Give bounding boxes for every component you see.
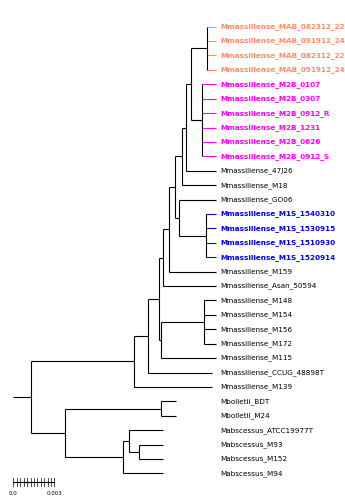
Text: Mmassiliense_M1S_1510930: Mmassiliense_M1S_1510930 xyxy=(220,240,336,246)
Text: Mmassiliense_M2B_1231: Mmassiliense_M2B_1231 xyxy=(220,124,321,131)
Text: Mmassiliense_M139: Mmassiliense_M139 xyxy=(220,384,293,390)
Text: Mmassiliense_Asan_50594: Mmassiliense_Asan_50594 xyxy=(220,282,317,290)
Text: Mmassiliense_M18: Mmassiliense_M18 xyxy=(220,182,288,188)
Text: 0.0: 0.0 xyxy=(9,491,18,496)
Text: Mmassiliense_M115: Mmassiliense_M115 xyxy=(220,354,293,362)
Text: Mmassiliense_M154: Mmassiliense_M154 xyxy=(220,312,293,318)
Text: Mmassiliense_M1S_1520914: Mmassiliense_M1S_1520914 xyxy=(220,254,336,260)
Text: Mmassiliense_MAB_082312_2272: Mmassiliense_MAB_082312_2272 xyxy=(220,52,345,59)
Text: Mmassiliense_MAB_082312_2258: Mmassiliense_MAB_082312_2258 xyxy=(220,23,345,30)
Text: Mmassiliense_CCUG_48898T: Mmassiliense_CCUG_48898T xyxy=(220,369,325,376)
Text: Mmassiliense_M1S_1530915: Mmassiliense_M1S_1530915 xyxy=(220,225,336,232)
Text: Mmassiliense_47J26: Mmassiliense_47J26 xyxy=(220,168,293,174)
Text: Mmassiliense_M1S_1540310: Mmassiliense_M1S_1540310 xyxy=(220,210,336,218)
Text: Mmassiliense_M2B_0626: Mmassiliense_M2B_0626 xyxy=(220,138,321,145)
Text: Mmassiliense_M2B_0107: Mmassiliense_M2B_0107 xyxy=(220,81,321,87)
Text: Mbolletii_M24: Mbolletii_M24 xyxy=(220,412,270,419)
Text: Mabscessus_M93: Mabscessus_M93 xyxy=(220,441,283,448)
Text: Mmassiliense_M156: Mmassiliense_M156 xyxy=(220,326,293,332)
Text: Mmassiliense_MAB_091912_2455: Mmassiliense_MAB_091912_2455 xyxy=(220,38,345,44)
Text: Mabscessus_ATCC19977T: Mabscessus_ATCC19977T xyxy=(220,427,314,434)
Text: 0.003: 0.003 xyxy=(47,491,62,496)
Text: Mmassiliense_M2B_0912_S: Mmassiliense_M2B_0912_S xyxy=(220,153,330,160)
Text: Mmassiliense_M2B_0912_R: Mmassiliense_M2B_0912_R xyxy=(220,110,330,116)
Text: Mmassiliense_M2B_0307: Mmassiliense_M2B_0307 xyxy=(220,95,321,102)
Text: Mmassiliense_GO06: Mmassiliense_GO06 xyxy=(220,196,293,203)
Text: Mbolletii_BDT: Mbolletii_BDT xyxy=(220,398,270,404)
Text: Mmassiliense_M148: Mmassiliense_M148 xyxy=(220,297,293,304)
Text: Mabscessus_M152: Mabscessus_M152 xyxy=(220,456,288,462)
Text: Mmassiliense_M172: Mmassiliense_M172 xyxy=(220,340,293,347)
Text: Mmassiliense_MAB_091912_2446: Mmassiliense_MAB_091912_2446 xyxy=(220,66,345,73)
Text: Mabscessus_M94: Mabscessus_M94 xyxy=(220,470,283,477)
Text: Mmassiliense_M159: Mmassiliense_M159 xyxy=(220,268,293,275)
